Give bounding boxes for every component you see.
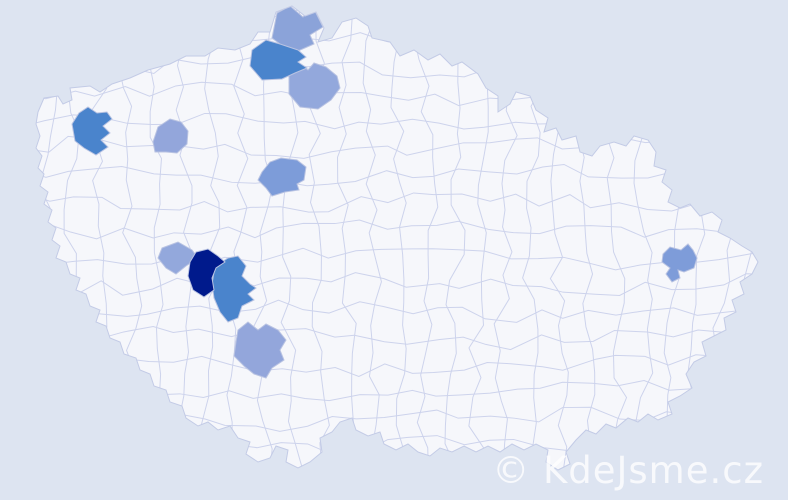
- district-nepomuk[interactable]: [187, 248, 226, 298]
- district-ceska-lipa[interactable]: [288, 62, 341, 110]
- district-plzen-north[interactable]: [157, 241, 199, 275]
- district-ostrava[interactable]: [661, 243, 698, 283]
- district-decin[interactable]: [249, 39, 309, 81]
- district-rakovnik[interactable]: [257, 157, 307, 197]
- highlighted-districts: [71, 6, 698, 379]
- country-border-line: [35, 5, 759, 471]
- country-outline: [36, 6, 758, 470]
- district-sokolov[interactable]: [71, 106, 113, 156]
- district-kadan[interactable]: [152, 118, 189, 154]
- district-pribram[interactable]: [211, 255, 257, 323]
- district-pisek[interactable]: [233, 321, 287, 379]
